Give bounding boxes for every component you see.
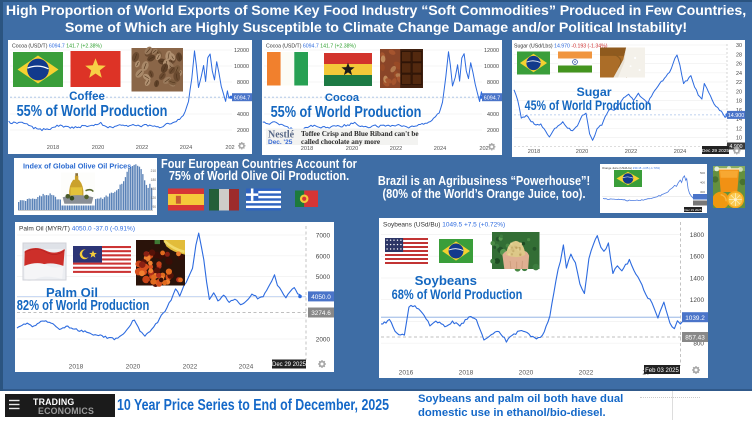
svg-text:2016: 2016 (399, 370, 414, 377)
svg-text:90: 90 (152, 205, 156, 209)
svg-text:called chocolate any more: called chocolate any more (301, 138, 380, 146)
svg-text:2000: 2000 (487, 128, 499, 134)
svg-text:2018: 2018 (301, 146, 313, 152)
svg-text:500: 500 (700, 171, 705, 175)
svg-text:202: 202 (225, 145, 234, 151)
svg-text:10000: 10000 (484, 64, 499, 70)
svg-text:2000: 2000 (316, 337, 331, 344)
svg-text:4000: 4000 (487, 112, 499, 118)
svg-text:16: 16 (736, 108, 742, 114)
svg-text:6094.7: 6094.7 (234, 95, 251, 101)
svg-text:3274.6: 3274.6 (311, 310, 331, 317)
svg-text:Palm Oil (MYR/T) 4050.0 -37.0: Palm Oil (MYR/T) 4050.0 -37.0 (-0.91%) (19, 226, 135, 233)
svg-text:2018: 2018 (528, 149, 540, 155)
svg-text:210: 210 (151, 169, 157, 173)
svg-text:18: 18 (736, 99, 742, 105)
svg-text:22: 22 (736, 80, 742, 86)
svg-text:Index of Global Olive Oil Pric: Index of Global Olive Oil Prices (23, 162, 131, 171)
svg-text:TRADING: TRADING (33, 397, 74, 407)
svg-text:Dec 29 2025: Dec 29 2025 (272, 362, 307, 368)
svg-text:2022: 2022 (183, 364, 198, 371)
svg-text:Dec 29 2025: Dec 29 2025 (702, 148, 730, 154)
svg-text:800: 800 (693, 341, 704, 348)
svg-text:28: 28 (736, 52, 742, 58)
svg-text:Cocoa (USD/T) 6094.7 141.7 (+: Cocoa (USD/T) 6094.7 141.7 (+2.38%) (266, 44, 356, 50)
svg-text:10000: 10000 (234, 64, 249, 70)
svg-text:Dec 29 2025: Dec 29 2025 (684, 208, 701, 212)
svg-text:12000: 12000 (484, 48, 499, 54)
svg-text:857.43: 857.43 (685, 335, 705, 342)
svg-text:2024: 2024 (674, 149, 686, 155)
svg-text:6000: 6000 (316, 253, 331, 260)
svg-text:1200: 1200 (690, 297, 705, 304)
svg-text:26: 26 (736, 62, 742, 68)
svg-text:202: 202 (479, 146, 488, 152)
svg-text:Orange Juice (USd/Lbs) 230.15: Orange Juice (USd/Lbs) 230.15 -4.05 (-1.… (602, 166, 660, 170)
svg-text:Toffee Crisp and Blue Riband c: Toffee Crisp and Blue Riband can't be (301, 130, 419, 138)
svg-text:8000: 8000 (237, 80, 249, 86)
svg-text:2018: 2018 (47, 145, 59, 151)
svg-text:2018: 2018 (69, 364, 84, 371)
svg-text:2020: 2020 (92, 145, 104, 151)
svg-text:30: 30 (736, 43, 742, 49)
svg-text:20: 20 (736, 89, 742, 95)
svg-text:400: 400 (700, 181, 705, 185)
svg-text:2024: 2024 (239, 364, 254, 371)
svg-text:Dec. '25: Dec. '25 (268, 139, 293, 146)
svg-text:2000: 2000 (237, 128, 249, 134)
svg-text:ECONOMICS: ECONOMICS (38, 406, 94, 416)
svg-text:1039.2: 1039.2 (685, 315, 705, 322)
svg-text:1400: 1400 (690, 276, 705, 283)
svg-text:7000: 7000 (316, 233, 331, 240)
svg-text:120: 120 (151, 196, 157, 200)
svg-text:1600: 1600 (690, 254, 705, 261)
svg-text:12: 12 (736, 126, 742, 132)
svg-text:10: 10 (736, 136, 742, 142)
svg-text:2020: 2020 (346, 146, 358, 152)
svg-text:Nestlé: Nestlé (268, 130, 295, 141)
svg-text:4050.0: 4050.0 (311, 294, 331, 301)
svg-text:2022: 2022 (136, 145, 148, 151)
svg-text:2022: 2022 (390, 146, 402, 152)
svg-text:2020: 2020 (519, 370, 534, 377)
svg-text:2020: 2020 (126, 364, 141, 371)
svg-text:2020: 2020 (576, 149, 588, 155)
svg-text:24: 24 (736, 71, 742, 77)
svg-text:Sugar (USd/Lbs) 14.970 -0.193: Sugar (USd/Lbs) 14.970 -0.193 (-1.34%) (514, 44, 608, 50)
svg-text:180: 180 (151, 178, 157, 182)
svg-text:Soybeans (USd/Bu) 1049.5 +7.5: Soybeans (USd/Bu) 1049.5 +7.5 (+0.72%) (383, 222, 505, 229)
svg-text:2024: 2024 (434, 146, 446, 152)
svg-text:Feb 03 2025: Feb 03 2025 (645, 368, 679, 374)
svg-text:2024: 2024 (180, 145, 192, 151)
svg-text:14.900: 14.900 (728, 113, 745, 119)
svg-text:2022: 2022 (625, 149, 637, 155)
svg-text:12000: 12000 (234, 48, 249, 54)
svg-text:8000: 8000 (487, 80, 499, 86)
svg-text:4.900: 4.900 (730, 144, 743, 150)
svg-text:300: 300 (700, 190, 705, 194)
svg-text:150: 150 (151, 187, 157, 191)
svg-text:14: 14 (736, 117, 742, 123)
svg-text:5000: 5000 (316, 274, 331, 281)
svg-text:6094.7: 6094.7 (484, 95, 501, 101)
svg-text:1800: 1800 (690, 232, 705, 239)
svg-text:2022: 2022 (579, 370, 594, 377)
svg-text:Cocoa (USD/T) 6094.7 141.7 (+: Cocoa (USD/T) 6094.7 141.7 (+2.38%) (12, 44, 102, 50)
svg-text:4000: 4000 (237, 112, 249, 118)
svg-text:2018: 2018 (459, 370, 474, 377)
